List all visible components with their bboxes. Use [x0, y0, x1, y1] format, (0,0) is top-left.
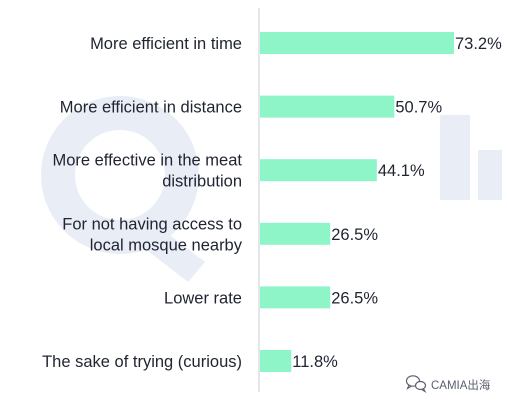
background-logo-ring — [41, 96, 199, 254]
bar-value-label: 11.8% — [292, 353, 338, 371]
bar — [260, 350, 292, 372]
category-label: More efficient in time — [90, 35, 242, 53]
bar — [260, 222, 331, 245]
category-label: The sake of trying (curious) — [42, 353, 242, 371]
bar-value-label: 44.1% — [378, 162, 425, 180]
background-logo-tail — [134, 220, 205, 282]
bar — [260, 32, 454, 54]
bar-value-label: 26.5% — [331, 226, 378, 244]
category-labels-group: More efficient in time More efficient in … — [42, 35, 243, 371]
value-labels-group: 73.2% 50.7% 44.1% 26.5% 26.5% 11.8% — [292, 35, 502, 371]
category-label: For not having access to local mosque nea… — [62, 215, 243, 254]
bar — [260, 95, 395, 118]
wechat-bubble-icon — [405, 375, 427, 394]
category-label: More efficient in distance — [60, 99, 242, 117]
bar — [260, 159, 377, 182]
category-label: Lower rate — [164, 289, 242, 307]
category-label: More effective in the meat distribution — [52, 152, 242, 191]
bar — [260, 286, 331, 309]
watermark-text: CAMIA出海 — [431, 378, 491, 392]
bar-value-label: 26.5% — [331, 289, 378, 307]
camia-watermark: CAMIA出海 — [405, 375, 491, 394]
background-logo-letters — [440, 115, 502, 200]
bars-group — [260, 32, 454, 372]
bar-value-label: 50.7% — [395, 99, 442, 117]
background-logo-watermark — [41, 96, 502, 282]
bar-value-label: 73.2% — [455, 35, 502, 53]
